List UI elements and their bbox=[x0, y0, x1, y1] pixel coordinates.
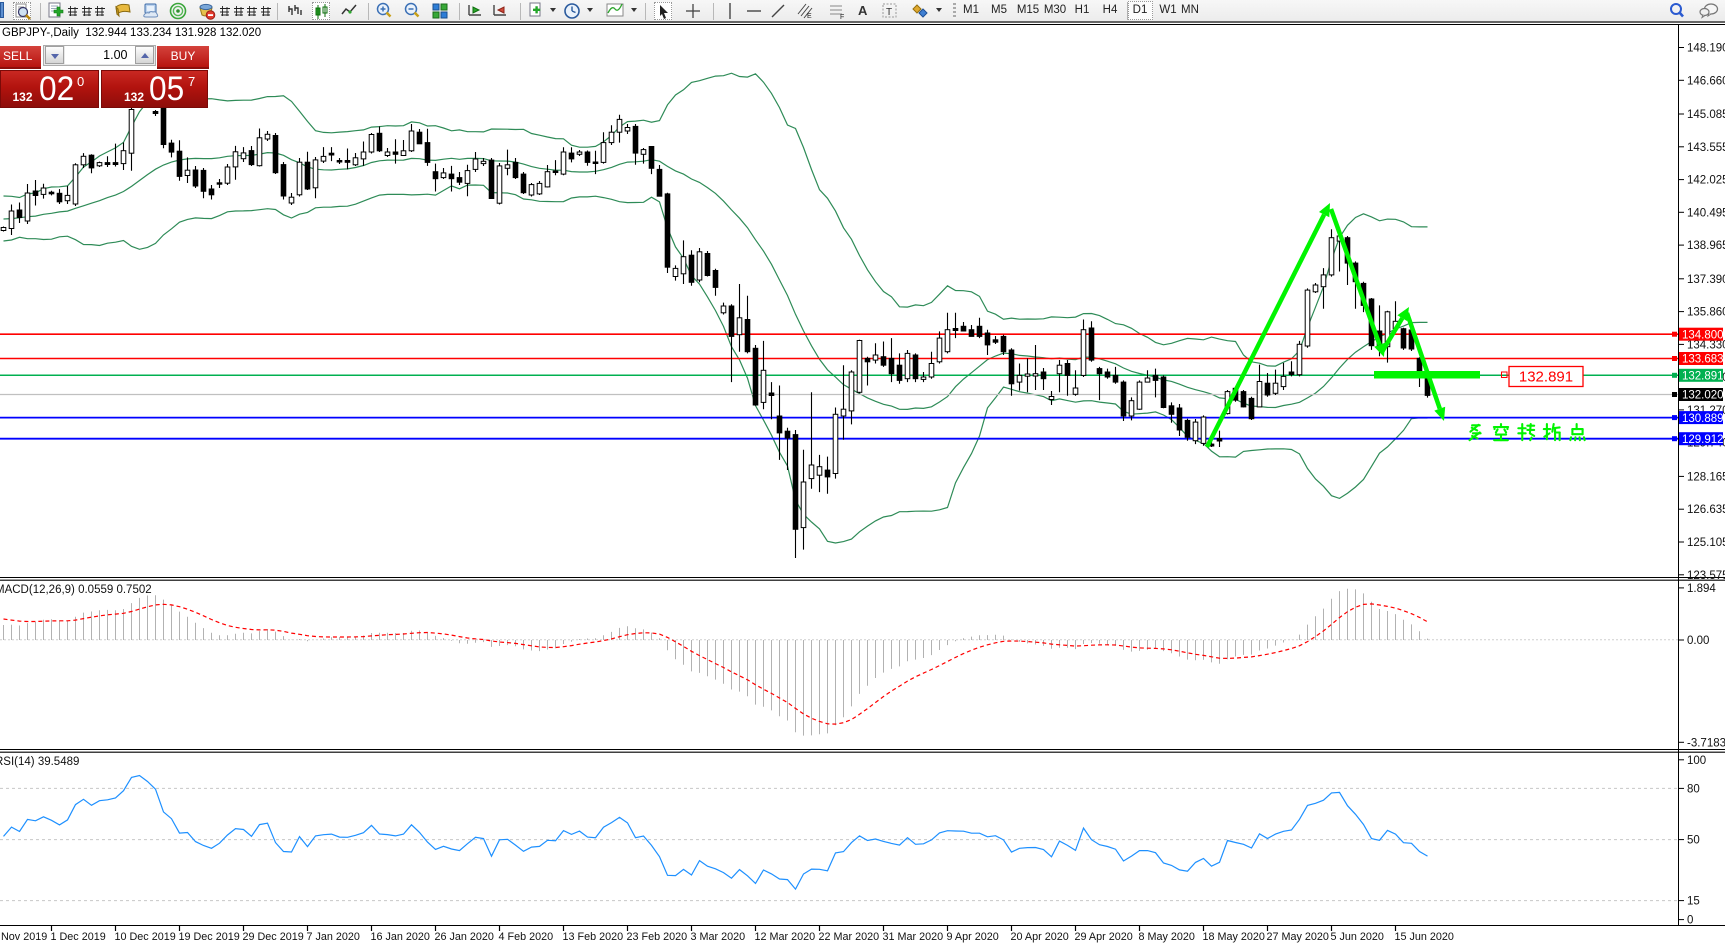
svg-text:1.894: 1.894 bbox=[1687, 583, 1716, 595]
svg-text:27 May 2020: 27 May 2020 bbox=[1267, 931, 1329, 943]
svg-text:132.891: 132.891 bbox=[1519, 369, 1573, 386]
svg-text:125.105: 125.105 bbox=[1687, 537, 1725, 549]
svg-text:5 Jun 2020: 5 Jun 2020 bbox=[1331, 931, 1384, 943]
svg-text:0: 0 bbox=[1687, 915, 1693, 927]
svg-text:-3.7183: -3.7183 bbox=[1687, 737, 1725, 749]
svg-text:145.085: 145.085 bbox=[1687, 109, 1725, 121]
svg-text:134.800: 134.800 bbox=[1682, 329, 1724, 341]
svg-text:1 Dec 2019: 1 Dec 2019 bbox=[51, 931, 106, 943]
svg-text:16 Jan 2020: 16 Jan 2020 bbox=[371, 931, 430, 943]
svg-text:26 Jan 2020: 26 Jan 2020 bbox=[435, 931, 494, 943]
svg-text:F: F bbox=[840, 14, 844, 20]
svg-text:129.912: 129.912 bbox=[1682, 434, 1724, 446]
svg-text:RSI(14) 39.5489: RSI(14) 39.5489 bbox=[0, 756, 79, 768]
svg-text:18 May 2020: 18 May 2020 bbox=[1203, 931, 1265, 943]
svg-text:126.635: 126.635 bbox=[1687, 504, 1725, 516]
svg-text:132.020: 132.020 bbox=[1682, 390, 1724, 402]
svg-text:3 Mar 2020: 3 Mar 2020 bbox=[691, 931, 746, 943]
svg-text:23 Feb 2020: 23 Feb 2020 bbox=[627, 931, 688, 943]
svg-text:8 May 2020: 8 May 2020 bbox=[1139, 931, 1195, 943]
svg-text:128.165: 128.165 bbox=[1687, 471, 1725, 483]
svg-text:22 Mar 2020: 22 Mar 2020 bbox=[819, 931, 880, 943]
svg-text:130.889: 130.889 bbox=[1682, 413, 1724, 425]
svg-text:148.190: 148.190 bbox=[1687, 43, 1725, 55]
svg-text:100: 100 bbox=[1687, 755, 1706, 767]
svg-text:MACD(12,26,9) 0.0559 0.7502: MACD(12,26,9) 0.0559 0.7502 bbox=[0, 584, 152, 596]
svg-text:31 Mar 2020: 31 Mar 2020 bbox=[883, 931, 944, 943]
svg-text:29 Dec 2019: 29 Dec 2019 bbox=[243, 931, 304, 943]
svg-text:142.025: 142.025 bbox=[1687, 175, 1725, 187]
svg-text:12 Mar 2020: 12 Mar 2020 bbox=[755, 931, 816, 943]
svg-text:50: 50 bbox=[1687, 835, 1700, 847]
svg-text:135.860: 135.860 bbox=[1687, 307, 1725, 319]
svg-text:138.965: 138.965 bbox=[1687, 240, 1725, 252]
svg-text:15 Jun 2020: 15 Jun 2020 bbox=[1395, 931, 1454, 943]
svg-text:10 Dec 2019: 10 Dec 2019 bbox=[115, 931, 176, 943]
svg-text:137.390: 137.390 bbox=[1687, 274, 1725, 286]
svg-text:19 Dec 2019: 19 Dec 2019 bbox=[179, 931, 240, 943]
svg-text:132.891: 132.891 bbox=[1682, 371, 1724, 383]
svg-text:15: 15 bbox=[1687, 896, 1700, 908]
svg-text:80: 80 bbox=[1687, 783, 1700, 795]
svg-text:9 Apr 2020: 9 Apr 2020 bbox=[947, 931, 999, 943]
svg-text:4 Feb 2020: 4 Feb 2020 bbox=[499, 931, 554, 943]
svg-text:140.495: 140.495 bbox=[1687, 207, 1725, 219]
svg-text:Nov 2019: Nov 2019 bbox=[1, 931, 47, 943]
svg-text:133.683: 133.683 bbox=[1682, 354, 1724, 366]
svg-text:13 Feb 2020: 13 Feb 2020 bbox=[563, 931, 624, 943]
svg-text:E: E bbox=[807, 13, 812, 20]
svg-text:7 Jan 2020: 7 Jan 2020 bbox=[307, 931, 360, 943]
svg-text:29 Apr 2020: 29 Apr 2020 bbox=[1075, 931, 1133, 943]
svg-text:146.660: 146.660 bbox=[1687, 75, 1725, 87]
svg-text:123.575: 123.575 bbox=[1687, 570, 1725, 582]
svg-text:143.555: 143.555 bbox=[1687, 142, 1725, 154]
svg-text:T: T bbox=[886, 7, 892, 18]
svg-text:20 Apr 2020: 20 Apr 2020 bbox=[1011, 931, 1069, 943]
svg-text:0.00: 0.00 bbox=[1687, 635, 1709, 647]
